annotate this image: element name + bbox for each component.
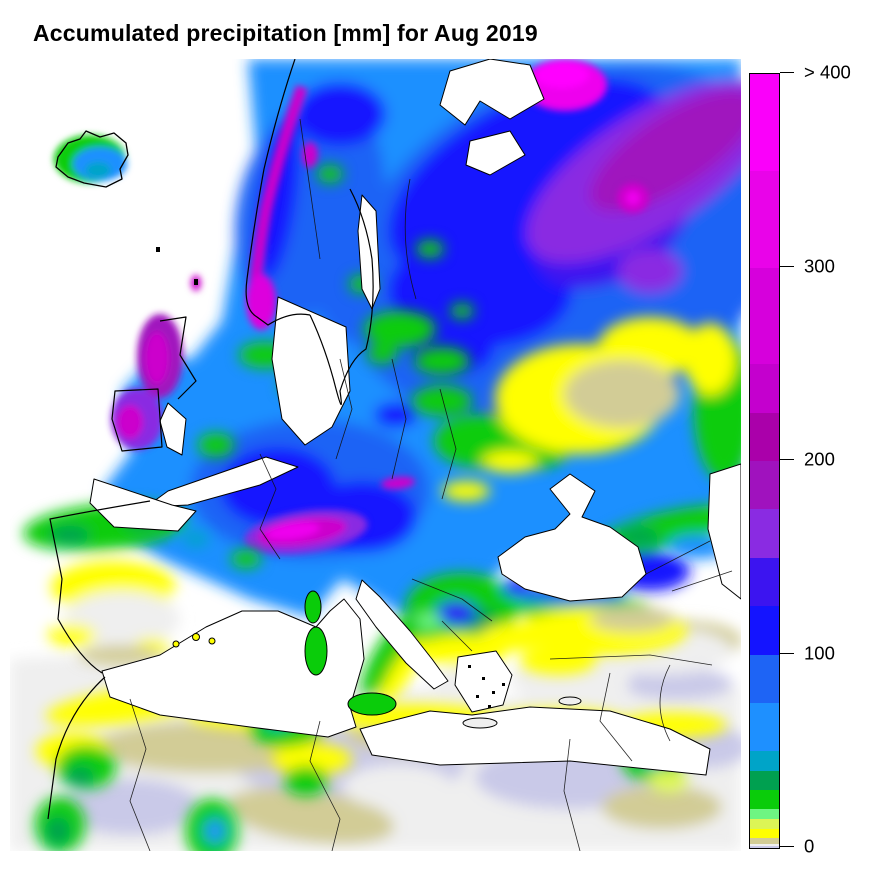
tick-label: 0 (804, 835, 815, 857)
colorbar-segment (750, 846, 779, 848)
colorbar-segment (750, 170, 779, 268)
colorbar-segment (750, 509, 779, 558)
colorbar-segment (750, 844, 779, 847)
tick-mark (780, 265, 794, 267)
tick-label: 100 (804, 642, 835, 664)
tick-label: 200 (804, 448, 835, 470)
tick-mark (780, 459, 794, 461)
colorbar-segment (750, 74, 779, 171)
colorbar-segment (750, 770, 779, 790)
colorbar-segment (750, 654, 779, 703)
colorbar-ticks: > 400 300 200 100 0 (780, 62, 875, 857)
field-magenta-spots (111, 59, 649, 569)
tick-label: 300 (804, 255, 835, 277)
archipelago-specks (156, 247, 505, 708)
colorbar-segment (750, 819, 779, 829)
colorbar-segment (750, 267, 779, 365)
iceland (54, 130, 129, 188)
tick-mark (780, 72, 794, 74)
colorbar-segment (750, 790, 779, 810)
colorbar (749, 73, 780, 849)
colorbar-segment (750, 606, 779, 655)
colorbar-segment (750, 828, 779, 839)
island-shapes (172, 590, 582, 729)
precipitation-field-art (10, 59, 741, 851)
colorbar-segment (750, 838, 779, 845)
colorbar-segment (750, 412, 779, 462)
colorbar-segment (750, 702, 779, 752)
europe-map (10, 59, 741, 851)
tick-mark (780, 652, 794, 654)
tick-mark (780, 846, 794, 848)
colorbar-segment (750, 557, 779, 607)
border-strokes (129, 118, 733, 851)
tick-label: > 400 (804, 61, 851, 83)
coastline-strokes (47, 59, 374, 820)
colorbar-segment (750, 809, 779, 820)
colorbar-segment (750, 751, 779, 771)
colorbar-segment (750, 364, 779, 413)
page-title: Accumulated precipitation [mm] for Aug 2… (33, 20, 538, 46)
colorbar-segment (750, 461, 779, 510)
